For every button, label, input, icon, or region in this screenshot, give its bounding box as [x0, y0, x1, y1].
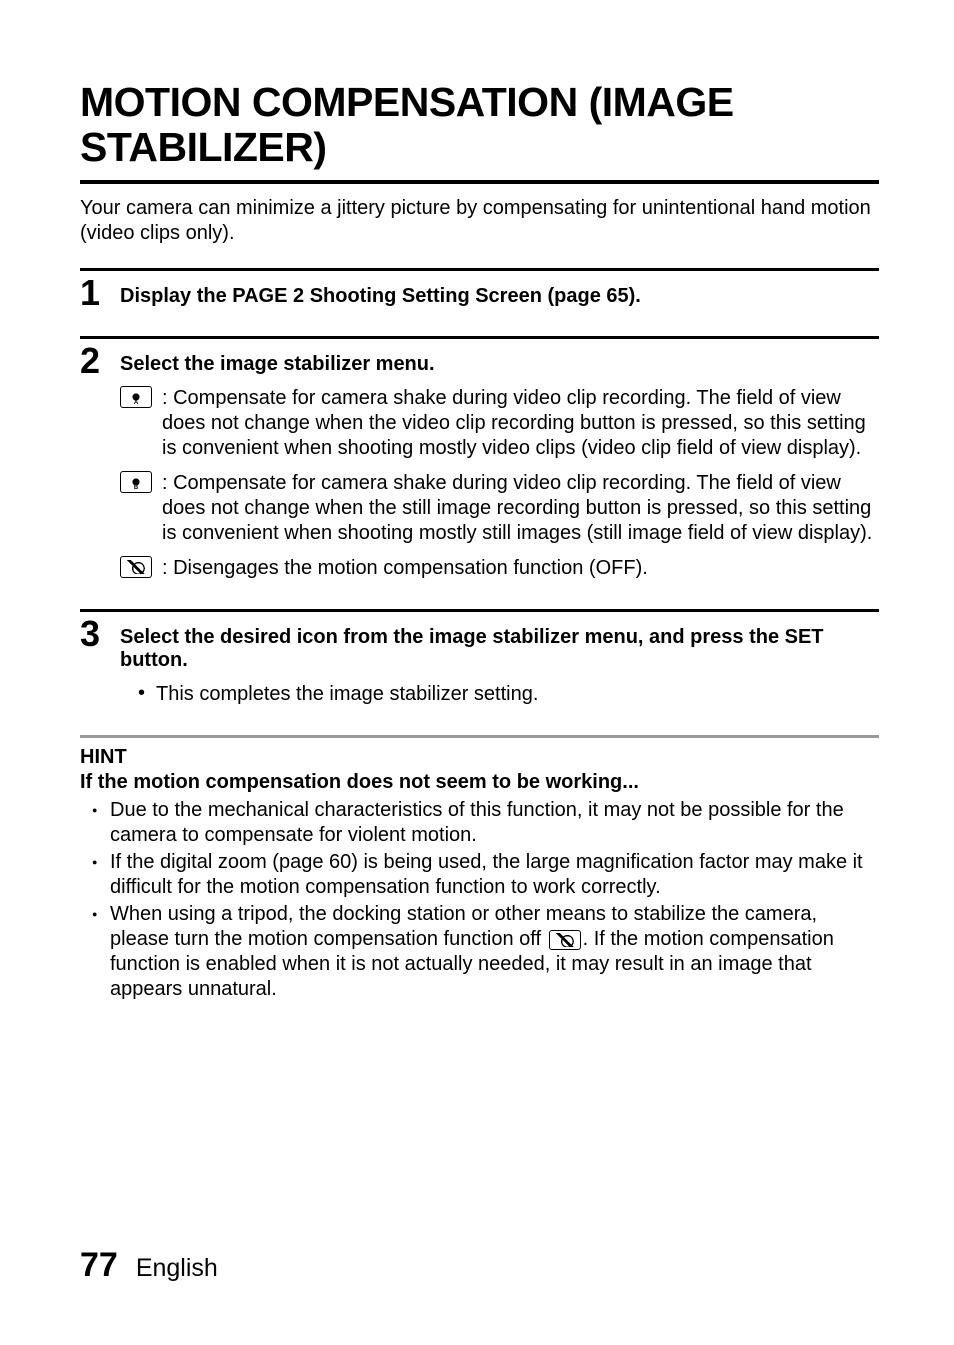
step-heading: Select the image stabilizer menu.	[120, 353, 879, 376]
step-3: 3 Select the desired icon from the image…	[80, 609, 879, 711]
step-number: 2	[80, 343, 120, 591]
stabilizer-b-icon	[120, 471, 162, 546]
hint-bullet: When using a tripod, the docking station…	[80, 902, 879, 1002]
hint-label: HINT	[80, 746, 879, 769]
stabilizer-off-inline-icon	[549, 930, 581, 950]
hint-heading: If the motion compensation does not seem…	[80, 771, 879, 794]
hint-bullet-text: If the digital zoom (page 60) is being u…	[110, 850, 879, 900]
step-heading: Display the PAGE 2 Shooting Setting Scre…	[120, 285, 879, 308]
step-content: Select the desired icon from the image s…	[120, 616, 879, 711]
option-row: : Disengages the motion compensation fun…	[120, 556, 879, 581]
option-row: : Compensate for camera shake during vid…	[120, 471, 879, 546]
bullet-text: This completes the image stabilizer sett…	[156, 682, 538, 707]
option-text: : Compensate for camera shake during vid…	[162, 386, 879, 461]
hint-bullet-text: When using a tripod, the docking station…	[110, 902, 879, 1002]
bullet-marker	[92, 798, 110, 848]
step-content: Select the image stabilizer menu. : Comp…	[120, 343, 879, 591]
step-1: 1 Display the PAGE 2 Shooting Setting Sc…	[80, 268, 879, 318]
bullet-marker: •	[138, 682, 156, 707]
bullet-marker	[92, 902, 110, 1002]
step-number: 3	[80, 616, 120, 711]
hint-bullet: If the digital zoom (page 60) is being u…	[80, 850, 879, 900]
stabilizer-off-icon	[120, 556, 162, 581]
stabilizer-a-icon	[120, 386, 162, 461]
hint-section: HINT If the motion compensation does not…	[80, 735, 879, 1002]
step-2: 2 Select the image stabilizer menu. : Co…	[80, 336, 879, 591]
option-text: : Disengages the motion compensation fun…	[162, 556, 648, 581]
page-title: MOTION COMPENSATION (IMAGE STABILIZER)	[80, 80, 879, 184]
step-number: 1	[80, 275, 120, 318]
language-label: English	[136, 1254, 218, 1283]
hint-bullet-text: Due to the mechanical characteristics of…	[110, 798, 879, 848]
bullet-row: • This completes the image stabilizer se…	[120, 682, 879, 707]
intro-text: Your camera can minimize a jittery pictu…	[80, 196, 879, 246]
hint-bullet: Due to the mechanical characteristics of…	[80, 798, 879, 848]
step-heading: Select the desired icon from the image s…	[120, 626, 879, 672]
step-content: Display the PAGE 2 Shooting Setting Scre…	[120, 275, 879, 318]
bullet-marker	[92, 850, 110, 900]
page-footer: 77 English	[80, 1246, 218, 1285]
option-text: : Compensate for camera shake during vid…	[162, 471, 879, 546]
option-row: : Compensate for camera shake during vid…	[120, 386, 879, 461]
page-number: 77	[80, 1246, 118, 1285]
